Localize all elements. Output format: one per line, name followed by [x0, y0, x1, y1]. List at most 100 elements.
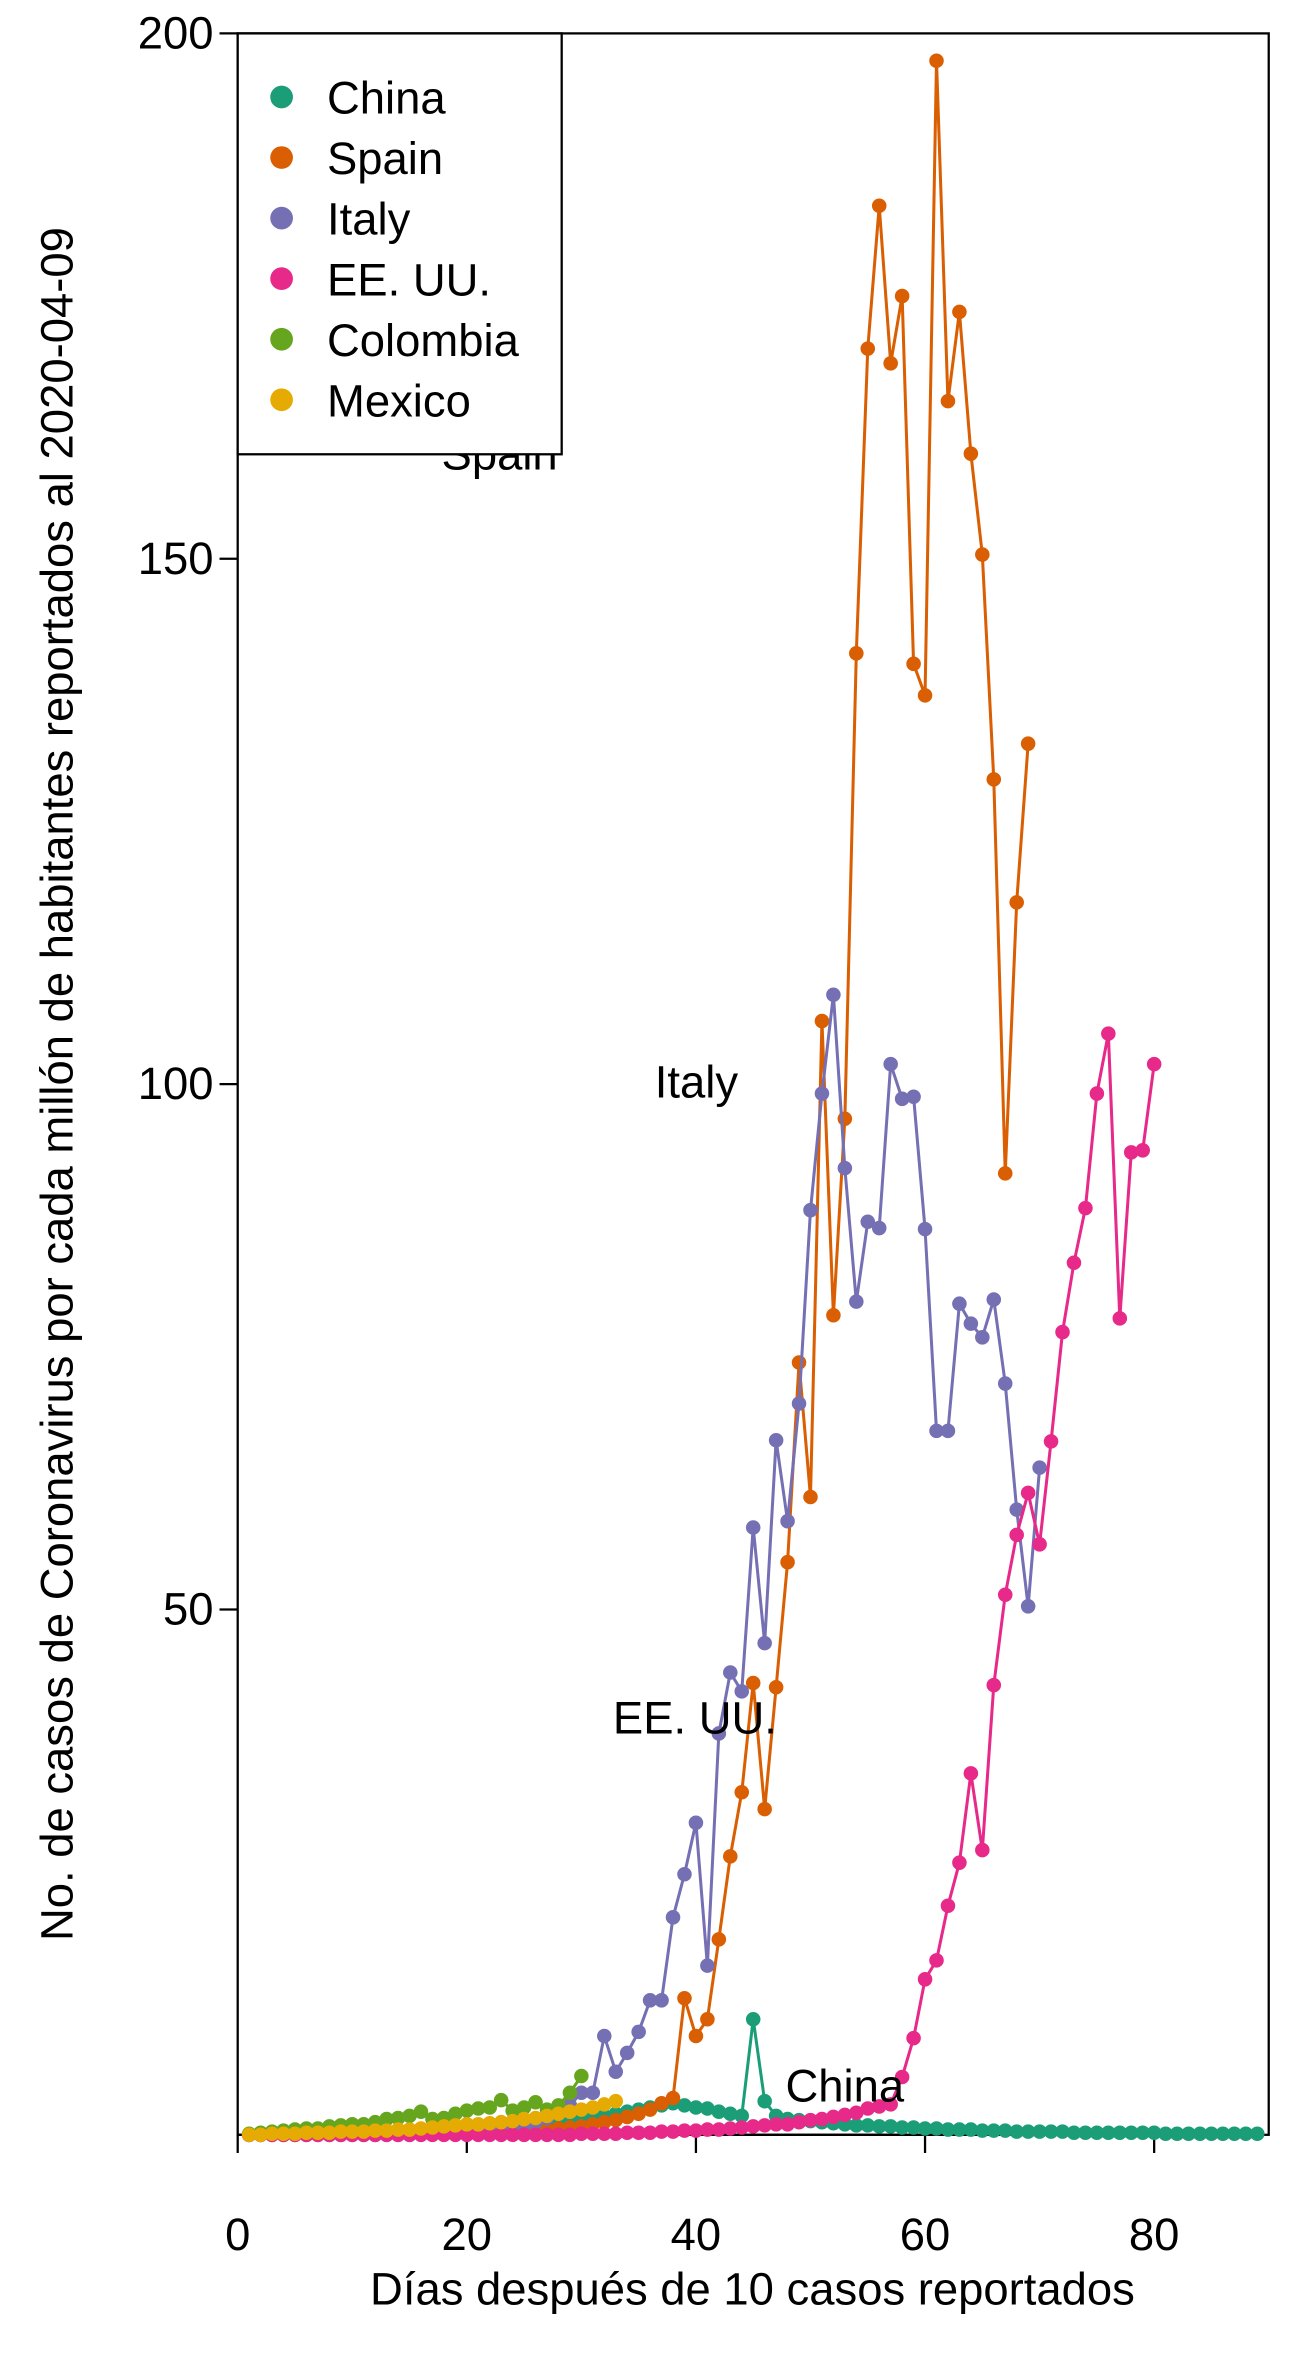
data-point	[1020, 736, 1036, 751]
data-point	[310, 2125, 326, 2140]
data-point	[448, 2106, 463, 2122]
legend-marker	[270, 327, 293, 351]
data-point	[448, 2118, 463, 2133]
data-point	[471, 2127, 486, 2143]
data-point	[734, 1684, 750, 1699]
y-tick-label: 150	[138, 533, 214, 584]
legend-marker	[270, 206, 293, 230]
data-point	[276, 2126, 291, 2142]
data-point	[906, 656, 921, 672]
data-point	[711, 1932, 727, 1947]
data-point	[688, 1815, 704, 1831]
data-point	[734, 2108, 750, 2124]
data-point	[677, 2123, 692, 2138]
data-point	[608, 2112, 624, 2128]
data-point	[1112, 2125, 1128, 2140]
data-point	[711, 2122, 727, 2137]
data-point	[814, 2111, 830, 2127]
data-point	[723, 2106, 738, 2122]
data-point	[459, 2103, 475, 2118]
data-point	[700, 1958, 715, 1973]
data-point	[791, 1396, 807, 1411]
legend-box	[236, 32, 563, 456]
data-point	[1032, 1537, 1047, 1552]
data-point	[1227, 2126, 1242, 2142]
x-axis-label: Días después de 10 casos reportados	[370, 2263, 1135, 2314]
data-point	[574, 2102, 589, 2117]
data-point	[883, 356, 898, 371]
data-point	[459, 2127, 475, 2143]
data-point	[688, 2123, 704, 2138]
data-point	[436, 2119, 452, 2134]
data-point	[619, 2109, 635, 2125]
data-point	[1192, 2126, 1208, 2142]
data-point	[723, 1665, 738, 1680]
data-point	[471, 2117, 486, 2132]
data-point	[665, 2124, 681, 2139]
data-point	[894, 1091, 910, 1107]
data-point	[997, 1166, 1013, 1181]
data-point	[1204, 2126, 1219, 2142]
data-point	[849, 1294, 864, 1309]
data-point	[482, 2115, 497, 2131]
data-point	[413, 2121, 429, 2136]
data-point	[757, 2093, 772, 2109]
data-point	[597, 2114, 612, 2130]
data-point	[1101, 1026, 1116, 1041]
legend-label: Mexico	[327, 375, 471, 426]
data-point	[493, 2127, 509, 2143]
data-point	[677, 1866, 692, 1882]
data-point	[585, 2100, 601, 2115]
data-point	[1020, 1599, 1036, 1614]
legend: China Spain Italy EE. UU. Colombia Mexico	[236, 32, 563, 456]
data-point	[493, 2092, 509, 2108]
data-point	[803, 1202, 818, 1218]
data-point	[379, 2111, 394, 2127]
annotation: EE. UU.	[613, 1693, 777, 1744]
data-point	[1055, 1324, 1070, 1340]
data-point	[688, 2028, 704, 2044]
data-point	[516, 2111, 532, 2127]
annotation: Italy	[655, 1057, 739, 1108]
data-point	[849, 2105, 864, 2121]
data-point	[516, 2127, 532, 2143]
data-point	[402, 2108, 417, 2124]
data-point	[1055, 2124, 1070, 2139]
data-point	[791, 2114, 807, 2130]
data-point	[894, 288, 910, 304]
data-point	[505, 2113, 520, 2129]
data-point	[860, 341, 876, 356]
data-point	[963, 446, 979, 461]
data-point	[940, 1423, 956, 1439]
data-point	[986, 1292, 1002, 1307]
data-point	[344, 2124, 360, 2139]
data-point	[642, 2125, 658, 2140]
data-point	[299, 2125, 314, 2140]
data-point	[906, 2120, 921, 2135]
data-point	[929, 2121, 944, 2136]
data-point	[1066, 2125, 1082, 2140]
data-point	[1009, 2124, 1024, 2139]
data-point	[585, 2085, 601, 2101]
data-point	[975, 2123, 990, 2138]
data-point	[459, 2117, 475, 2132]
data-point	[940, 1898, 956, 1914]
data-point	[597, 2097, 612, 2112]
data-point	[654, 2096, 669, 2111]
data-point	[757, 1635, 772, 1651]
data-point	[860, 2118, 876, 2133]
data-point	[929, 53, 944, 68]
legend-label: Spain	[327, 133, 443, 184]
data-point	[826, 2109, 841, 2125]
data-point	[493, 2114, 509, 2130]
data-point	[356, 2124, 371, 2139]
data-point	[608, 2126, 624, 2142]
data-point	[1009, 1527, 1024, 1543]
data-point	[986, 2123, 1002, 2138]
legend-label: Colombia	[327, 315, 520, 366]
data-point	[1181, 2126, 1196, 2142]
data-point	[1169, 2126, 1185, 2142]
data-point	[837, 2107, 853, 2123]
